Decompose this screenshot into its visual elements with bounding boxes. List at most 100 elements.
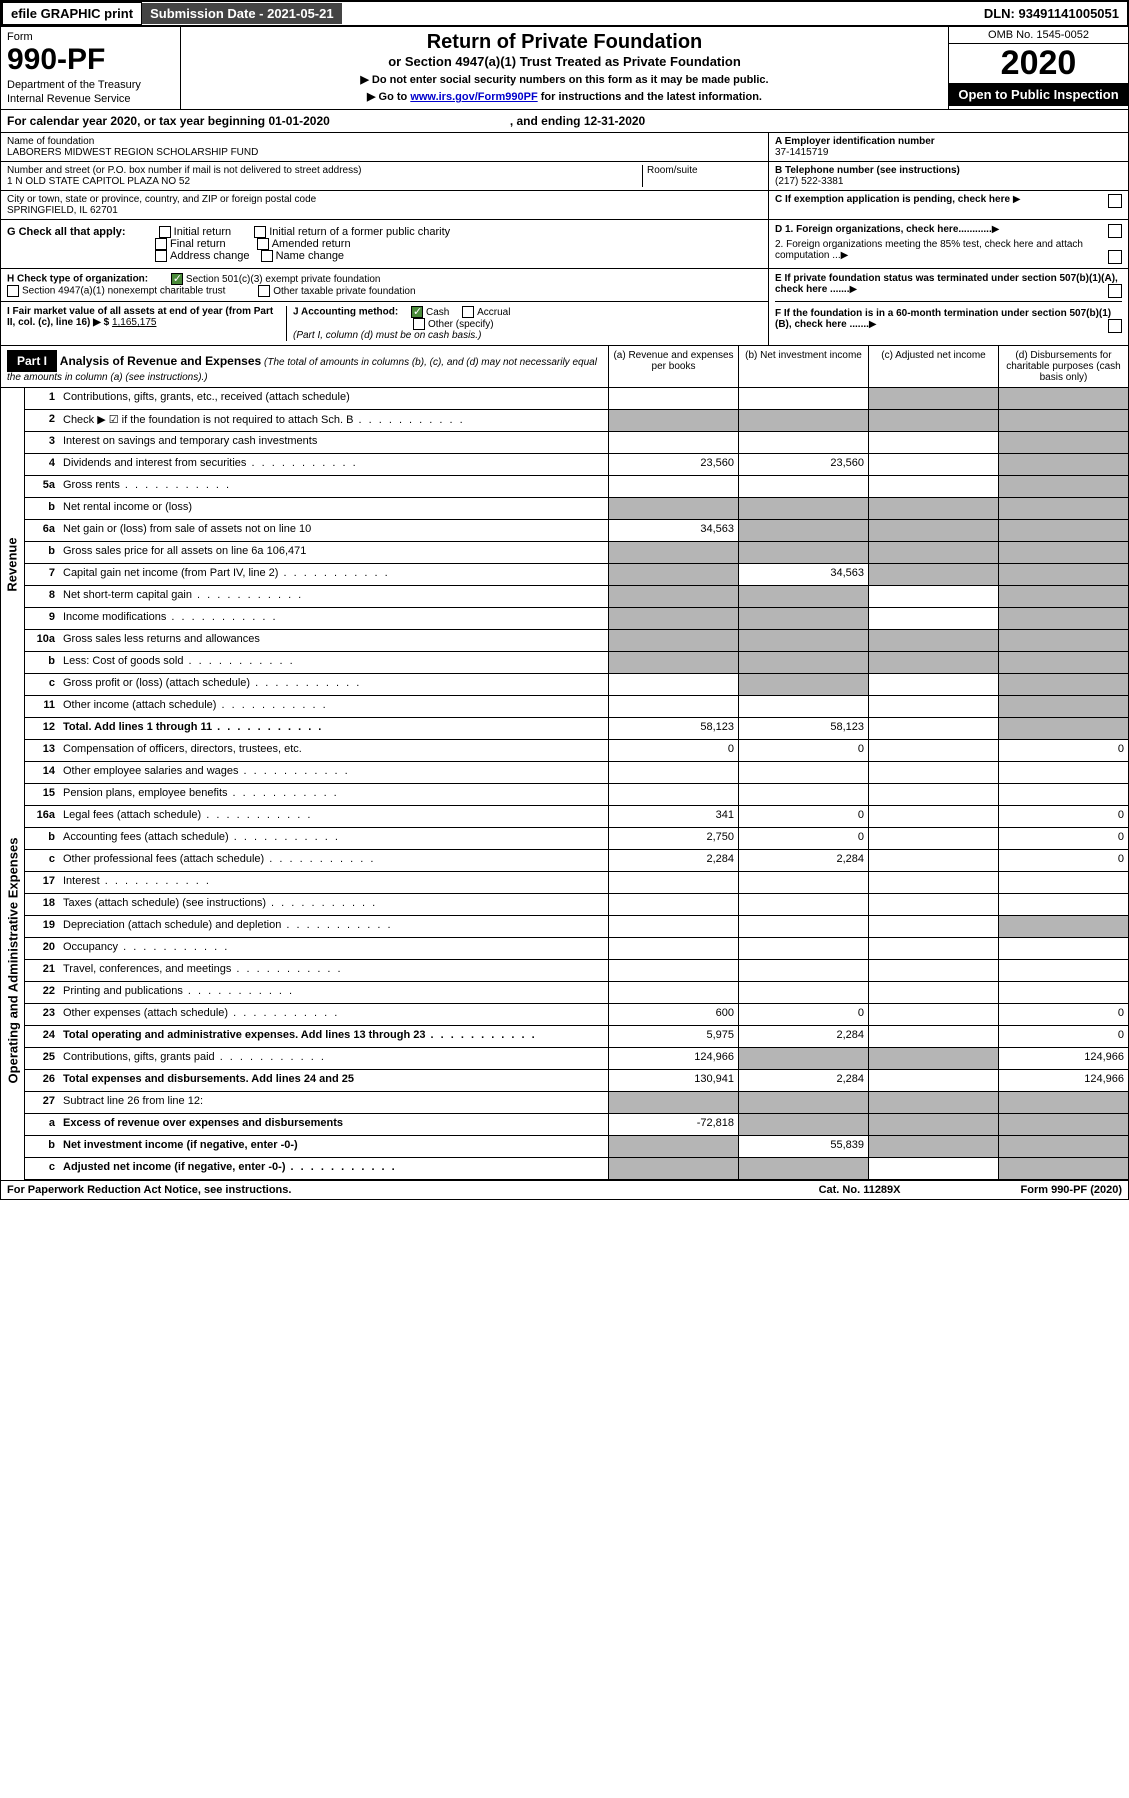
- line-description: Gross sales price for all assets on line…: [59, 542, 608, 563]
- cell-col-a: -72,818: [608, 1114, 738, 1135]
- line-number: b: [25, 828, 59, 849]
- line-number: 22: [25, 982, 59, 1003]
- chk-final-return[interactable]: [155, 238, 167, 250]
- cell-col-c: [868, 432, 998, 453]
- table-row: 25Contributions, gifts, grants paid124,9…: [25, 1048, 1128, 1070]
- line-description: Adjusted net income (if negative, enter …: [59, 1158, 608, 1179]
- cell-col-dd: 124,966: [998, 1070, 1128, 1091]
- chk-initial-former[interactable]: [254, 226, 266, 238]
- cell-col-dd: [998, 652, 1128, 673]
- g-label: G Check all that apply:: [7, 226, 126, 238]
- cell-col-c: [868, 454, 998, 475]
- cell-col-dd: [998, 872, 1128, 893]
- chk-initial-return[interactable]: [159, 226, 171, 238]
- chk-4947[interactable]: [7, 285, 19, 297]
- line-description: Printing and publications: [59, 982, 608, 1003]
- table-row: bNet rental income or (loss): [25, 498, 1128, 520]
- cell-col-b: [738, 696, 868, 717]
- table-row: 19Depreciation (attach schedule) and dep…: [25, 916, 1128, 938]
- table-row: 9Income modifications: [25, 608, 1128, 630]
- chk-accrual[interactable]: [462, 306, 474, 318]
- col-a-header: (a) Revenue and expenses per books: [608, 346, 738, 387]
- form-ref: Form 990-PF (2020): [1021, 1184, 1122, 1196]
- chk-501c3[interactable]: [171, 273, 183, 285]
- table-row: 20Occupancy: [25, 938, 1128, 960]
- chk-amended[interactable]: [257, 238, 269, 250]
- cell-col-c: [868, 410, 998, 431]
- cell-col-a: [608, 1136, 738, 1157]
- e-checkbox[interactable]: [1108, 284, 1122, 298]
- cell-col-c: [868, 1004, 998, 1025]
- main-title: Return of Private Foundation: [189, 31, 940, 54]
- cell-col-a: 124,966: [608, 1048, 738, 1069]
- cell-col-c: [868, 828, 998, 849]
- line-number: 12: [25, 718, 59, 739]
- cell-col-c: [868, 1048, 998, 1069]
- cell-col-dd: [998, 762, 1128, 783]
- cell-col-c: [868, 564, 998, 585]
- cell-col-a: 600: [608, 1004, 738, 1025]
- d2-checkbox[interactable]: [1108, 250, 1122, 264]
- line-description: Dividends and interest from securities: [59, 454, 608, 475]
- cell-col-c: [868, 1158, 998, 1179]
- cell-col-b: [738, 388, 868, 409]
- line-number: 7: [25, 564, 59, 585]
- cell-col-dd: [998, 960, 1128, 981]
- cell-col-dd: [998, 1114, 1128, 1135]
- cell-col-a: 5,975: [608, 1026, 738, 1047]
- cell-col-c: [868, 696, 998, 717]
- table-row: 3Interest on savings and temporary cash …: [25, 432, 1128, 454]
- cell-col-dd: 124,966: [998, 1048, 1128, 1069]
- j-label: J Accounting method:: [293, 307, 398, 318]
- cell-col-b: 0: [738, 806, 868, 827]
- cell-col-dd: [998, 894, 1128, 915]
- expenses-table: Operating and Administrative Expenses 13…: [0, 740, 1129, 1181]
- line-description: Contributions, gifts, grants paid: [59, 1048, 608, 1069]
- cell-col-b: 2,284: [738, 850, 868, 871]
- cell-col-a: 2,750: [608, 828, 738, 849]
- col-d-header: (d) Disbursements for charitable purpose…: [998, 346, 1128, 387]
- table-row: 2Check ▶ ☑ if the foundation is not requ…: [25, 410, 1128, 432]
- cell-col-a: [608, 476, 738, 497]
- line-number: c: [25, 674, 59, 695]
- f-checkbox[interactable]: [1108, 319, 1122, 333]
- efile-print-button[interactable]: efile GRAPHIC print: [2, 2, 142, 25]
- c-checkbox[interactable]: [1108, 194, 1122, 208]
- cell-col-a: [608, 498, 738, 519]
- d1-checkbox[interactable]: [1108, 224, 1122, 238]
- line-number: 21: [25, 960, 59, 981]
- cell-col-b: [738, 674, 868, 695]
- cell-col-dd: [998, 784, 1128, 805]
- cell-col-c: [868, 1070, 998, 1091]
- chk-other-taxable[interactable]: [258, 285, 270, 297]
- col-c-header: (c) Adjusted net income: [868, 346, 998, 387]
- cell-col-b: [738, 1092, 868, 1113]
- city-label: City or town, state or province, country…: [7, 194, 762, 205]
- table-row: 14Other employee salaries and wages: [25, 762, 1128, 784]
- cell-col-dd: 0: [998, 806, 1128, 827]
- cell-col-c: [868, 630, 998, 651]
- revenue-side-label: Revenue: [1, 388, 25, 740]
- chk-name-change[interactable]: [261, 250, 273, 262]
- phone-label: B Telephone number (see instructions): [775, 165, 1122, 176]
- chk-cash[interactable]: [411, 306, 423, 318]
- cell-col-a: 23,560: [608, 454, 738, 475]
- line-description: Total. Add lines 1 through 11: [59, 718, 608, 739]
- cell-col-c: [868, 1136, 998, 1157]
- line-number: b: [25, 1136, 59, 1157]
- cat-number: Cat. No. 11289X: [819, 1184, 901, 1196]
- chk-address-change[interactable]: [155, 250, 167, 262]
- cell-col-dd: 0: [998, 740, 1128, 761]
- cell-col-dd: [998, 410, 1128, 431]
- cell-col-b: [738, 432, 868, 453]
- chk-other-method[interactable]: [413, 318, 425, 330]
- f-label: F If the foundation is in a 60-month ter…: [775, 308, 1111, 330]
- table-row: 12Total. Add lines 1 through 1158,12358,…: [25, 718, 1128, 740]
- cell-col-b: 2,284: [738, 1070, 868, 1091]
- table-row: 5aGross rents: [25, 476, 1128, 498]
- cell-col-b: [738, 1114, 868, 1135]
- calendar-year-row: For calendar year 2020, or tax year begi…: [0, 110, 1129, 133]
- irs-link[interactable]: www.irs.gov/Form990PF: [410, 91, 537, 103]
- irs-label: Internal Revenue Service: [7, 93, 174, 105]
- line-description: Other professional fees (attach schedule…: [59, 850, 608, 871]
